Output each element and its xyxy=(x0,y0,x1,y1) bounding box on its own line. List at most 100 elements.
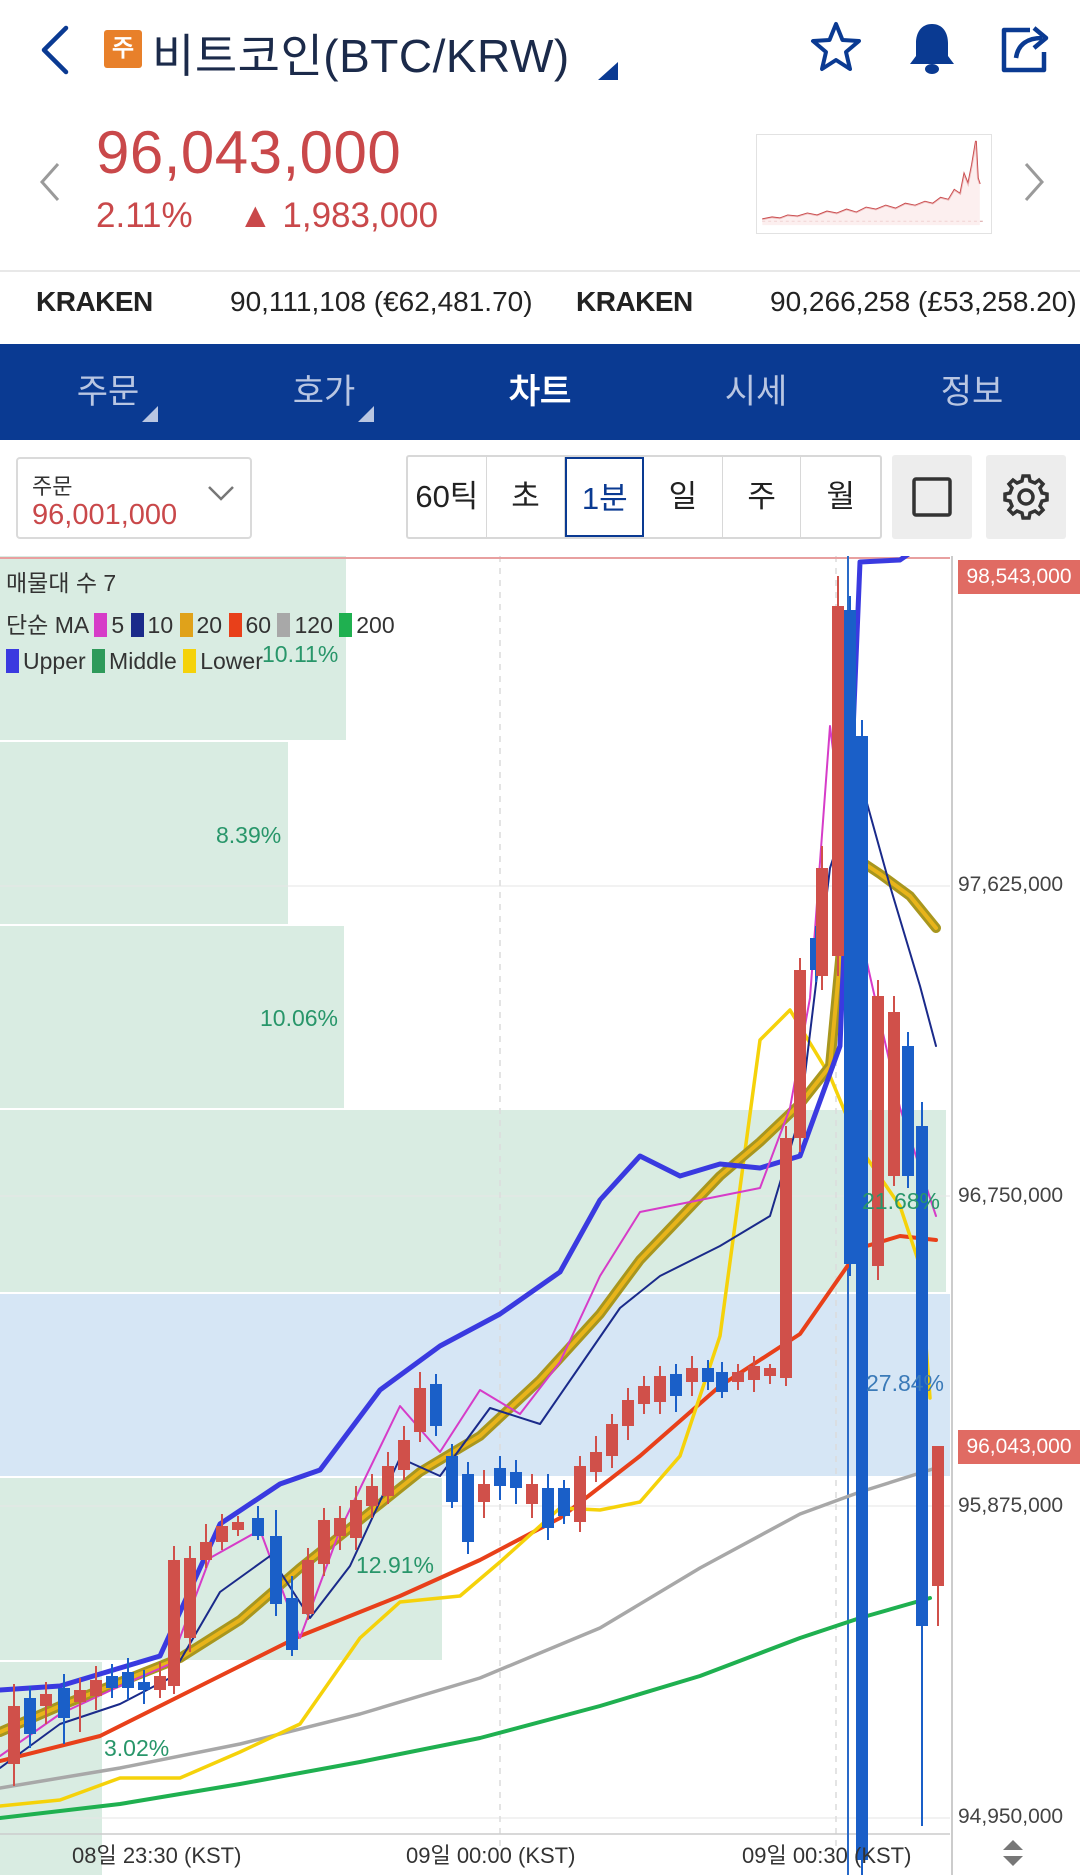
bollinger-legend: Upper Middle Lower xyxy=(6,648,263,675)
volume-profile-pct: 21.68% xyxy=(862,1188,941,1214)
ma-200-line xyxy=(0,1596,932,1820)
timeframe-second[interactable]: 초 xyxy=(487,457,566,537)
divider xyxy=(0,270,1080,272)
star-icon[interactable] xyxy=(806,18,866,78)
scroll-toggle-icon[interactable] xyxy=(998,1836,1028,1870)
share-icon[interactable] xyxy=(996,18,1056,78)
candle-body xyxy=(430,1384,442,1426)
main-tab-bar: 주문 호가 차트 시세 정보 xyxy=(0,344,1080,440)
candle-body xyxy=(780,1138,792,1378)
candle-body xyxy=(318,1520,330,1564)
candle-body xyxy=(686,1368,698,1382)
candle-body xyxy=(638,1386,650,1404)
exchange-value: 90,111,108 (€62,481.70) xyxy=(230,286,533,317)
ma-legend: 단순 MA 5 10 20 60 120 200 xyxy=(6,606,395,640)
band-legend-item: Upper xyxy=(6,648,92,674)
coin-title[interactable]: 비트코인(BTC/KRW) xyxy=(152,30,570,82)
candle-body xyxy=(414,1388,426,1432)
change-amount-value: 1,983,000 xyxy=(282,196,439,235)
tab-info[interactable]: 정보 xyxy=(940,373,1004,411)
band-legend-item: Middle xyxy=(92,648,183,674)
current-price-tag: 96,043,000 xyxy=(958,1430,1080,1464)
candle-body xyxy=(902,1046,914,1176)
candle-body xyxy=(670,1374,682,1396)
candle-body xyxy=(74,1690,86,1702)
exchange-item: KRAKEN xyxy=(36,286,153,318)
candle-body xyxy=(654,1376,666,1402)
candle-body xyxy=(764,1368,776,1376)
mini-price-chart[interactable] xyxy=(756,134,992,234)
candle-body xyxy=(216,1526,228,1542)
x-axis-label: 09일 00:00 (KST) xyxy=(406,1843,576,1868)
candle-body xyxy=(590,1452,602,1472)
candle-body xyxy=(270,1536,282,1604)
ma-legend-item: 5 xyxy=(94,612,130,638)
candle-body xyxy=(58,1688,70,1718)
timeframe-1min[interactable]: 1분 xyxy=(565,457,645,537)
ma-120-line xyxy=(0,1466,938,1790)
next-coin-icon[interactable] xyxy=(1022,160,1048,204)
candle-body xyxy=(916,1126,928,1626)
candlestick-chart[interactable] xyxy=(0,556,1080,1875)
tab-orderbook-caret-icon xyxy=(358,406,374,422)
candle-body xyxy=(286,1598,298,1650)
y-axis-label: 95,875,000 xyxy=(958,1494,1064,1517)
candle-body xyxy=(138,1682,150,1690)
candle-body xyxy=(24,1698,36,1734)
candle-body xyxy=(716,1372,728,1392)
timeframe-60tick[interactable]: 60틱 xyxy=(408,457,487,537)
candle-body xyxy=(334,1518,346,1536)
chart-settings-button[interactable] xyxy=(986,455,1066,539)
chevron-down-icon xyxy=(208,486,234,501)
candle-body xyxy=(702,1368,714,1382)
high-price-tag: 98,543,000 xyxy=(958,560,1080,594)
candle-body xyxy=(8,1706,20,1764)
order-select-value: 96,001,000 xyxy=(32,499,178,531)
candle-body xyxy=(184,1558,196,1638)
volume-profile-label: 매물대 수 7 xyxy=(6,570,117,596)
tab-orderbook[interactable]: 호가 xyxy=(292,373,356,411)
candle-body xyxy=(168,1560,180,1686)
gear-icon xyxy=(1003,474,1049,520)
timeframe-month[interactable]: 월 xyxy=(826,479,856,514)
tab-order[interactable]: 주문 xyxy=(76,373,140,411)
back-arrow-icon[interactable] xyxy=(36,24,76,76)
candle-body xyxy=(398,1440,410,1470)
ma-legend-item: 120 xyxy=(277,612,339,638)
volume-profile-pct: 3.02% xyxy=(104,1735,170,1761)
drawing-tool-button[interactable] xyxy=(892,455,972,539)
candle-body xyxy=(844,610,856,1264)
title-dropdown-icon[interactable] xyxy=(598,62,618,80)
up-triangle-icon: ▲ xyxy=(238,196,273,235)
order-price-select[interactable]: 주문 96,001,000 xyxy=(16,457,252,539)
candle-body xyxy=(542,1488,554,1528)
bell-icon[interactable] xyxy=(902,18,962,78)
candle-body xyxy=(232,1522,244,1530)
volume-profile-pct: 10.06% xyxy=(260,1005,339,1031)
candle-body xyxy=(446,1456,458,1502)
y-axis-label: 96,750,000 xyxy=(958,1184,1064,1207)
x-axis-label: 09일 00:30 (KST) xyxy=(742,1843,912,1868)
ma-legend-item: 10 xyxy=(130,612,180,638)
timeframe-week[interactable]: 주 xyxy=(723,457,802,537)
ma-legend-item: 200 xyxy=(339,612,395,638)
exchange-item: KRAKEN xyxy=(576,286,693,318)
ma-legend-item: 60 xyxy=(228,612,278,638)
tab-quotes[interactable]: 시세 xyxy=(724,373,788,411)
volume-profile-pct: 10.11% xyxy=(262,641,339,667)
candle-body xyxy=(200,1542,212,1560)
volume-profile-bar xyxy=(0,742,288,924)
candle-body xyxy=(90,1680,102,1696)
square-icon xyxy=(912,477,952,517)
timeframe-selector: 60틱 초 1분 일 주 월 xyxy=(406,455,883,539)
y-axis-label: 94,950,000 xyxy=(958,1805,1064,1828)
x-axis-label: 08일 23:30 (KST) xyxy=(72,1843,242,1868)
volume-profile-pct: 27.84% xyxy=(866,1370,945,1396)
previous-coin-icon[interactable] xyxy=(36,160,62,204)
timeframe-day[interactable]: 일 xyxy=(644,457,723,537)
tab-chart[interactable]: 차트 xyxy=(508,373,572,411)
candle-body xyxy=(302,1560,314,1614)
volume-profile-pct: 8.39% xyxy=(216,822,282,848)
candle-body xyxy=(816,868,828,976)
candle-body xyxy=(106,1676,118,1688)
